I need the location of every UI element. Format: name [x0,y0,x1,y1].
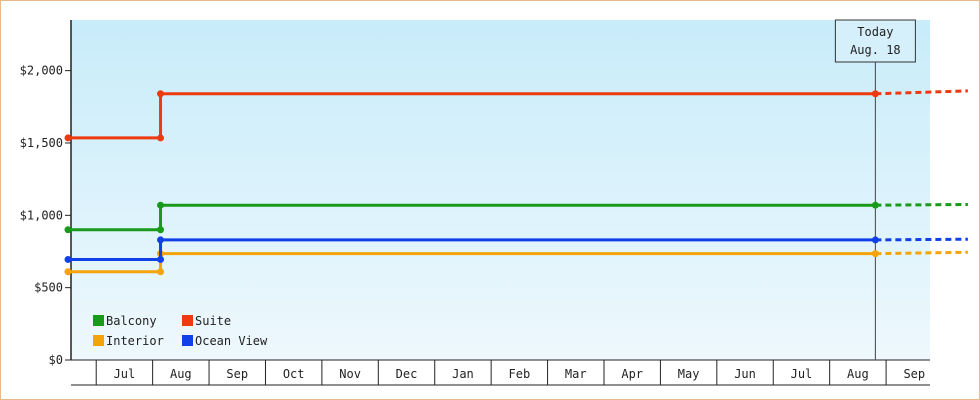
ocean-view-point [157,255,165,263]
interior-point [64,268,72,276]
legend: Balcony Suite Interior Ocean View [93,314,268,348]
legend-label-suite: Suite [195,314,231,328]
legend-swatch-balcony [93,315,104,326]
today-label: Today [857,25,893,39]
x-tick-label: Jan [452,367,474,381]
x-tick-label: Jul [791,367,813,381]
suite-point [157,134,165,142]
balcony-line [68,203,876,232]
suite-point [871,90,879,98]
x-tick-label: Feb [509,367,531,381]
today-date: Aug. 18 [850,43,901,57]
ocean-view-point [157,236,165,244]
y-tick-label: $1,500 [20,136,63,150]
today-label-box [834,19,916,63]
x-tick-label: May [678,367,700,381]
x-tick-label: Jun [734,367,756,381]
ocean-view-projection-line [875,237,968,242]
legend-swatch-ocean-view [182,335,193,346]
legend-label-ocean-view: Ocean View [195,334,268,348]
x-tick-label: Jul [114,367,136,381]
x-tick-label: Mar [565,367,587,381]
balcony-point [871,201,879,209]
interior-projection-line [875,250,968,256]
x-tick-label: Dec [396,367,418,381]
legend-label-interior: Interior [106,334,164,348]
plot-background [71,20,930,360]
ocean-view-point [871,236,879,244]
balcony-point [157,226,165,234]
suite-point [64,134,72,142]
y-tick-label: $1,000 [20,208,63,222]
x-tick-label: Oct [283,367,305,381]
x-tick-label: Apr [621,367,643,381]
suite-line [68,92,876,140]
y-tick-label: $2,000 [20,64,63,78]
interior-point [871,250,879,258]
y-tick-label: $0 [49,353,63,367]
suite-projection-line [875,89,968,96]
today-marker: Today Aug. 18 [834,19,916,360]
x-tick-label: Aug [847,367,869,381]
suite-point [157,90,165,98]
x-tick-label: Aug [170,367,192,381]
y-tick-label: $500 [34,281,63,295]
interior-point [157,268,165,276]
x-tick-label: Sep [903,367,925,381]
legend-swatch-interior [93,335,104,346]
legend-label-balcony: Balcony [106,314,157,328]
ocean-view-line [68,238,876,261]
legend-swatch-suite [182,315,193,326]
balcony-projection-line [875,202,968,207]
x-tick-label: Sep [226,367,248,381]
ocean-view-point [64,255,72,263]
series-lines [64,89,968,276]
y-axis: $0 $500 $1,000 $1,500 $2,000 [20,20,72,367]
x-axis: Jul Aug Sep Oct Nov Dec Jan Feb Mar Apr May Jun Jul A… [71,359,930,386]
balcony-point [64,226,72,234]
x-tick-label: Nov [339,367,361,381]
balcony-point [157,201,165,209]
